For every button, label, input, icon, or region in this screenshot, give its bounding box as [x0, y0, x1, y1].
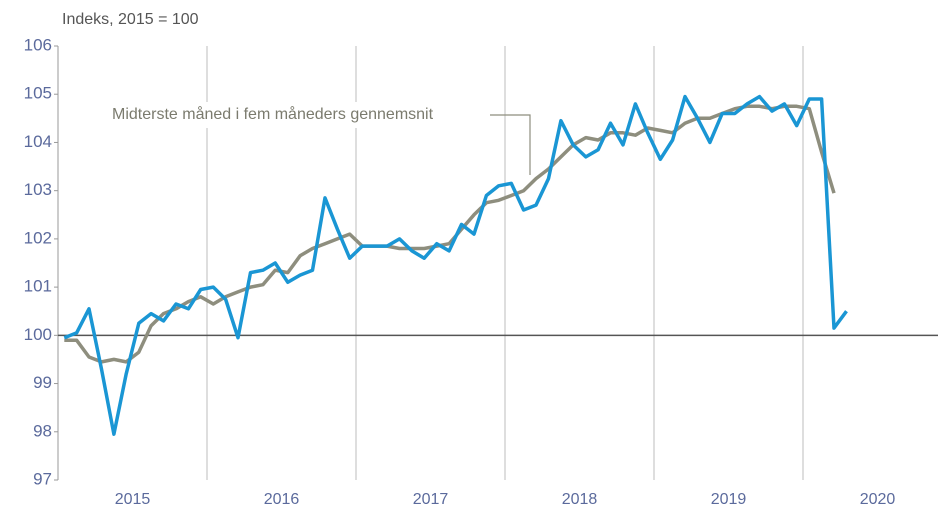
y-tick-label: 99: [33, 373, 52, 392]
y-tick-label: 102: [24, 228, 52, 247]
x-tick-label: 2018: [562, 491, 598, 508]
x-tick-label: 2015: [115, 491, 151, 508]
y-tick-label: 98: [33, 421, 52, 440]
y-tick-label: 105: [24, 84, 52, 103]
y-tick-label: 101: [24, 277, 52, 296]
x-tick-label: 2020: [860, 491, 896, 508]
y-tick-label: 103: [24, 180, 52, 199]
x-tick-label: 2019: [711, 491, 747, 508]
annotation-bg: [108, 102, 488, 128]
lines: [63, 94, 848, 436]
annotation: Midterste måned i fem måneders gennemsni…: [112, 105, 434, 123]
y-axis-label: Indeks, 2015 = 100: [62, 11, 199, 28]
x-tick-label: 2016: [264, 491, 300, 508]
y-tick-label: 100: [24, 325, 52, 344]
y-tick-label: 97: [33, 469, 52, 488]
series-line: [64, 104, 836, 364]
y-tick-label: 106: [24, 35, 52, 54]
annotation-leader: [490, 114, 531, 175]
series-line: [63, 94, 848, 436]
x-tick-label: 2017: [413, 491, 449, 508]
y-tick-label: 104: [24, 132, 52, 151]
